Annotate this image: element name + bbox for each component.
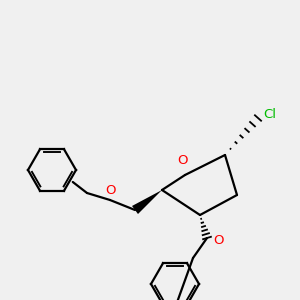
Text: O: O <box>178 154 188 167</box>
Text: O: O <box>213 233 223 247</box>
Polygon shape <box>132 190 162 214</box>
Text: O: O <box>106 184 116 196</box>
Text: Cl: Cl <box>263 107 277 121</box>
